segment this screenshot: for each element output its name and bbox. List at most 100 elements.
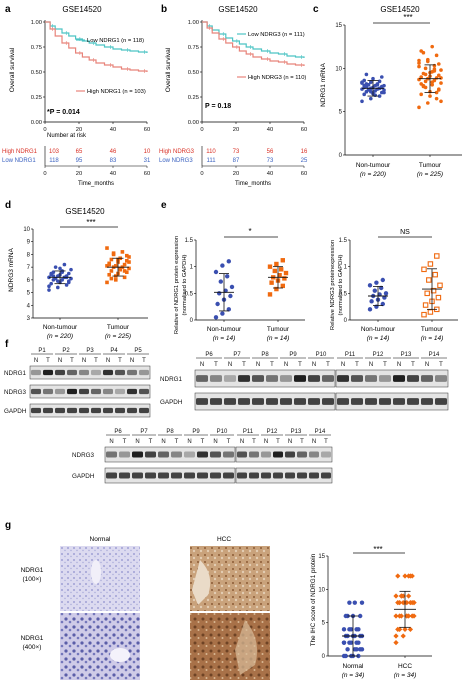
data-point (109, 276, 114, 281)
risk-value: 87 (233, 158, 240, 164)
blot-band (238, 375, 250, 382)
panel-c-group2: Tumour (419, 162, 442, 169)
blot-band (79, 407, 89, 414)
data-point (105, 280, 109, 285)
blot-lane-n: N (284, 362, 288, 368)
blot-band (249, 472, 259, 479)
panel-e2-group1: Non-tumour (361, 326, 396, 333)
panel-e1-n1: (n = 14) (213, 335, 236, 342)
blot-row-label: NDRG1 (160, 376, 183, 383)
data-point (118, 266, 122, 271)
risk-value: 103 (49, 149, 60, 155)
panel-a-risk-title: Number at risk (47, 133, 87, 139)
y-tick-label: 4 (27, 303, 31, 309)
panel-e1-ylabel1: Relative of NDRG1 protein expression (174, 236, 180, 334)
blot-band (308, 375, 320, 382)
data-point (421, 311, 427, 318)
data-point (69, 267, 73, 272)
blot-lane-t: T (201, 439, 205, 445)
data-point (374, 280, 379, 285)
data-point (423, 79, 428, 84)
blot-band (351, 375, 363, 382)
data-point (439, 99, 443, 104)
data-point (56, 285, 60, 290)
data-point (105, 264, 109, 268)
blot-patient-label: P12 (373, 352, 384, 358)
blot-band (322, 398, 334, 405)
data-point (419, 82, 424, 86)
data-point (405, 593, 412, 599)
blot-band (145, 451, 156, 458)
blot-band (249, 451, 259, 458)
blot-band (294, 398, 306, 405)
blot-membrane (104, 446, 236, 463)
blot-band (266, 398, 278, 405)
b-low-censor-marks (209, 24, 302, 59)
x-tick-label: 20 (233, 127, 239, 133)
blot-band (252, 375, 264, 382)
data-point (396, 626, 403, 632)
y-tick-label: 0.00 (188, 120, 199, 126)
data-point (280, 258, 285, 263)
data-point (111, 251, 116, 255)
y-tick-label: 6 (27, 278, 31, 284)
blot-band (261, 472, 271, 479)
blot-band (365, 398, 377, 405)
blot-lane-t: T (142, 358, 146, 364)
blot-lane-t: T (227, 439, 231, 445)
panel-a-pvalue: *P = 0.014 (47, 109, 80, 116)
data-point (382, 90, 386, 95)
x-tick-label: 20 (76, 127, 82, 133)
data-point (421, 50, 426, 55)
data-point (398, 613, 405, 619)
blot-lane-n: N (240, 439, 244, 445)
y-tick-label: 10 (23, 227, 30, 233)
blot-band (106, 451, 117, 458)
blot-lane-t: T (149, 439, 153, 445)
risk-value: 31 (144, 158, 151, 164)
data-point (120, 250, 125, 254)
y-tick-label: 0 (344, 318, 348, 324)
blot-band (365, 375, 377, 382)
data-point (341, 640, 347, 645)
data-point (360, 99, 364, 104)
risk-value: 110 (206, 149, 216, 155)
data-point (354, 647, 359, 652)
blot-lane-n: N (397, 362, 401, 368)
data-point (411, 613, 417, 619)
data-point (356, 640, 361, 645)
data-point (382, 88, 386, 92)
blot-patient-label: P1 (38, 348, 46, 354)
blot-band (119, 451, 130, 458)
blot-band (55, 369, 65, 376)
blot-membrane (194, 369, 336, 388)
blot-patient-label: P10 (316, 352, 327, 358)
data-point (405, 573, 412, 579)
risk-value: 25 (301, 158, 308, 164)
blot-membrane (335, 392, 449, 411)
y-tick-label: 5 (339, 110, 343, 116)
data-point (367, 307, 373, 312)
panel-d-group2: Tumour (107, 324, 130, 331)
ihc-hcc-400x-image (190, 613, 270, 680)
blot-lane-n: N (341, 362, 345, 368)
blot-band (223, 451, 234, 458)
data-point (341, 627, 347, 632)
panel-b-km-plot: GSE14520 Overall survival 0.00 0.25 0.50 0.… (159, 5, 308, 187)
blot-band (321, 451, 331, 458)
data-point (109, 257, 114, 262)
data-point (125, 270, 129, 275)
blot-patient-label: P9 (192, 429, 200, 435)
blot-band (322, 375, 334, 382)
data-point (228, 293, 233, 299)
y-tick-label: 9 (27, 240, 31, 246)
y-tick-label: 0 (190, 318, 194, 324)
blot-band (132, 451, 143, 458)
blot-band (158, 472, 169, 479)
data-point (64, 283, 69, 287)
risk-x-label: 40 (267, 171, 273, 177)
data-point (225, 274, 230, 279)
data-point (49, 281, 53, 286)
blot-patient-label: P9 (289, 352, 297, 358)
